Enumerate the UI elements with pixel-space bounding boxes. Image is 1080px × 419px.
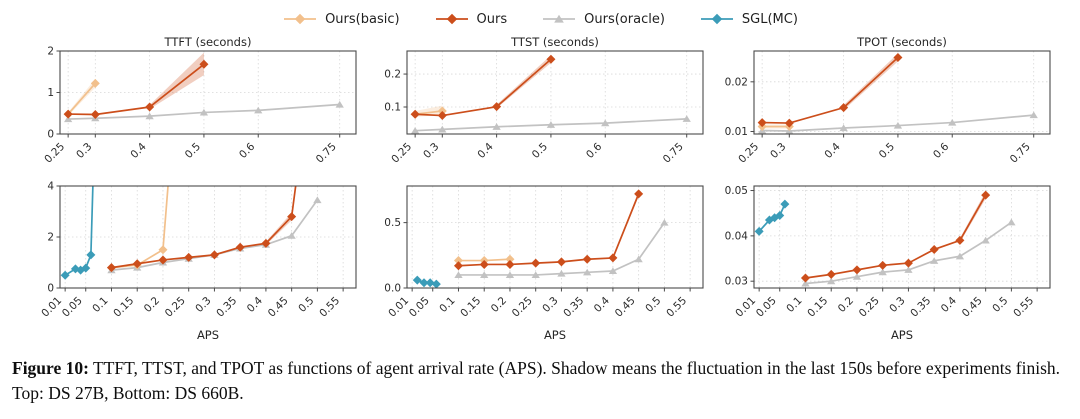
legend-diamond-marker-icon: [284, 13, 317, 25]
svg-text:0: 0: [47, 129, 54, 141]
legend-diamond-marker-icon: [700, 13, 733, 25]
chart-legend: Ours(basic) Ours Ours(oracle) SGL(MC): [0, 6, 1080, 32]
svg-text:0.05: 0.05: [59, 295, 84, 320]
svg-text:0.75: 0.75: [313, 141, 338, 166]
charts-grid: 0.25 0.3 0.4 0.5 0.6 0.75 0 1 2 TTFT (seconds) 0.…: [0, 34, 1080, 346]
svg-text:0.45: 0.45: [265, 295, 290, 320]
svg-text:0.6: 0.6: [931, 140, 952, 161]
svg-text:0.01: 0.01: [39, 295, 64, 320]
legend-triangle-marker-icon: [543, 14, 576, 23]
chart-ttst-ds660b: 0.010.05 0.1 0.15 0.2 0.25 0.3 0.35 0.4 0.45 0.5 0…: [384, 185, 704, 342]
svg-text:0.1: 0.1: [437, 295, 457, 315]
svg-text:0.5: 0.5: [182, 141, 202, 161]
svg-text:0.1: 0.1: [384, 101, 401, 113]
svg-text:0.15: 0.15: [111, 295, 136, 320]
svg-text:0.3: 0.3: [193, 295, 213, 315]
svg-text:APS: APS: [543, 328, 565, 342]
legend-item-ours-basic: Ours(basic): [282, 11, 400, 27]
svg-text:0.3: 0.3: [540, 295, 560, 315]
legend-label: Ours(oracle): [584, 11, 665, 27]
svg-text:0.25: 0.25: [856, 295, 881, 320]
svg-text:0.05: 0.05: [753, 295, 778, 320]
svg-text:0.4: 0.4: [822, 140, 843, 161]
svg-text:APS: APS: [890, 328, 912, 342]
svg-text:0.4: 0.4: [475, 140, 496, 161]
svg-text:0.25: 0.25: [389, 141, 414, 166]
legend-diamond-marker-icon: [435, 13, 468, 25]
figure-caption-label: Figure 10:: [12, 358, 89, 378]
svg-text:0.05: 0.05: [406, 295, 431, 320]
svg-text:0.0: 0.0: [384, 283, 401, 295]
svg-text:0.15: 0.15: [805, 295, 830, 320]
figure-caption-text: TTFT, TTST, and TPOT as functions of age…: [12, 358, 1061, 404]
svg-text:0.4: 0.4: [244, 294, 265, 315]
svg-text:0.2: 0.2: [384, 69, 401, 81]
svg-text:0.25: 0.25: [736, 141, 761, 166]
svg-text:0.15: 0.15: [458, 295, 483, 320]
svg-text:2: 2: [47, 46, 54, 58]
svg-text:TTFT (seconds): TTFT (seconds): [163, 35, 251, 49]
svg-text:0.02: 0.02: [724, 76, 747, 88]
svg-text:0.2: 0.2: [141, 295, 161, 315]
svg-text:0.01: 0.01: [733, 295, 758, 320]
svg-text:0.75: 0.75: [1007, 141, 1032, 166]
svg-text:0.3: 0.3: [887, 295, 907, 315]
svg-text:0.2: 0.2: [835, 295, 855, 315]
svg-text:0.03: 0.03: [724, 276, 747, 288]
svg-text:0.5: 0.5: [529, 141, 549, 161]
svg-text:0.1: 0.1: [784, 295, 804, 315]
svg-text:0.4: 0.4: [938, 294, 959, 315]
svg-text:0.75: 0.75: [660, 141, 685, 166]
figure-caption: Figure 10: TTFT, TTST, and TPOT as funct…: [12, 356, 1068, 407]
svg-text:0.35: 0.35: [908, 295, 933, 320]
svg-text:0.35: 0.35: [561, 295, 586, 320]
legend-label: Ours(basic): [325, 11, 400, 27]
chart-ttft-ds27b: 0.25 0.3 0.4 0.5 0.6 0.75 0 1 2 TTFT (seconds): [42, 35, 357, 166]
svg-text:TPOT (seconds): TPOT (seconds): [856, 35, 947, 49]
svg-text:0.25: 0.25: [42, 141, 67, 166]
legend-item-sgl-mc: SGL(MC): [699, 12, 798, 27]
svg-text:0.2: 0.2: [488, 295, 508, 315]
chart-ttft-ds660b: 0.010.05 0.1 0.15 0.2 0.25 0.3 0.35 0.4 0.45 0.5 0…: [39, 181, 357, 342]
svg-text:0.05: 0.05: [724, 185, 747, 197]
svg-text:0.6: 0.6: [584, 140, 605, 161]
svg-text:0.25: 0.25: [509, 295, 534, 320]
svg-text:0.35: 0.35: [214, 295, 239, 320]
svg-text:0.55: 0.55: [1011, 295, 1036, 320]
svg-text:0.55: 0.55: [317, 295, 342, 320]
svg-text:0.3: 0.3: [74, 141, 94, 161]
legend-label: Ours: [476, 11, 508, 27]
svg-text:0.45: 0.45: [612, 295, 637, 320]
svg-text:0.3: 0.3: [421, 141, 441, 161]
svg-text:0.25: 0.25: [162, 295, 187, 320]
svg-text:0.4: 0.4: [128, 140, 149, 161]
legend-item-ours: Ours: [434, 11, 508, 27]
svg-text:0.45: 0.45: [959, 295, 984, 320]
svg-text:0.55: 0.55: [664, 295, 689, 320]
svg-text:0.5: 0.5: [643, 295, 663, 315]
svg-text:0.4: 0.4: [591, 294, 612, 315]
svg-text:0: 0: [47, 283, 54, 295]
svg-text:0.1: 0.1: [90, 295, 110, 315]
svg-text:0.5: 0.5: [876, 141, 896, 161]
svg-text:1: 1: [47, 87, 54, 99]
legend-item-ours-oracle: Ours(oracle): [541, 12, 665, 27]
svg-text:0.5: 0.5: [384, 217, 401, 229]
svg-text:0.3: 0.3: [768, 141, 788, 161]
chart-ttst-ds27b: 0.25 0.3 0.4 0.5 0.6 0.75 0.1 0.2 TTST (seconds): [384, 35, 704, 166]
svg-text:4: 4: [47, 181, 54, 193]
legend-label: SGL(MC): [741, 11, 798, 27]
svg-text:0.6: 0.6: [237, 140, 258, 161]
svg-text:0.5: 0.5: [296, 295, 316, 315]
svg-text:0.5: 0.5: [990, 295, 1010, 315]
svg-text:0.01: 0.01: [724, 126, 747, 138]
svg-text:0.01: 0.01: [386, 295, 411, 320]
svg-text:TTST (seconds): TTST (seconds): [510, 35, 599, 49]
chart-tpot-ds660b: 0.010.05 0.1 0.15 0.2 0.25 0.3 0.35 0.4 0.45 0.5 0…: [724, 185, 1051, 342]
chart-tpot-ds27b: 0.25 0.3 0.4 0.5 0.6 0.75 0.01 0.02 TPOT (second…: [724, 35, 1051, 166]
svg-text:2: 2: [47, 232, 54, 244]
svg-text:0.04: 0.04: [724, 230, 748, 242]
svg-text:APS: APS: [196, 328, 218, 342]
